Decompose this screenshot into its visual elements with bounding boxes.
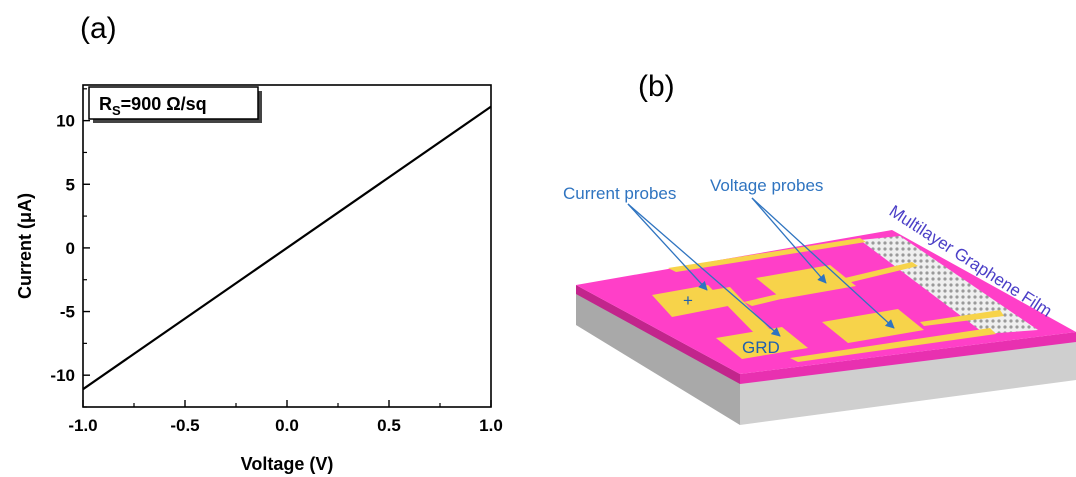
current-pad-grd	[716, 327, 808, 359]
iv-line	[82, 105, 492, 391]
y-tick-label: 5	[66, 175, 75, 194]
annotation-sub: S	[112, 103, 121, 118]
arrow-voltage-right	[751, 197, 895, 329]
arrow-voltage-left	[751, 197, 827, 284]
annotation-text: RS=900 Ω/sq	[99, 94, 207, 118]
current-pad-plus	[652, 285, 728, 317]
x-tick-label: -0.5	[170, 416, 199, 435]
graphene-film-region	[860, 236, 1038, 334]
annotation-main: R	[99, 94, 112, 114]
right-trace	[920, 310, 1004, 326]
film-left-edge	[576, 285, 740, 384]
substrate-left-side	[576, 292, 740, 425]
top-trace	[668, 238, 866, 272]
arrow-current-grd	[627, 203, 781, 337]
bottom-trace	[790, 328, 996, 362]
substrate-front-side	[740, 338, 1076, 425]
current-probes-label: Current probes	[563, 184, 676, 203]
voltage-pad-right	[822, 309, 924, 343]
x-tick-label: 1.0	[479, 416, 503, 435]
voltage-probes-label: Voltage probes	[710, 176, 823, 195]
y-axis-ticks: -10 -5 0 5 10	[50, 88, 90, 408]
series-layer	[82, 105, 492, 391]
annotation-rest: =900 Ω/sq	[121, 94, 207, 114]
annotation-box	[88, 86, 259, 120]
panel-a-label: (a)	[80, 12, 117, 45]
y-tick-label: 10	[56, 112, 75, 131]
left-connector-trace	[712, 287, 780, 343]
panel-b-label: (b)	[638, 70, 675, 103]
y-tick-label: 0	[66, 239, 75, 258]
y-tick-label: -10	[50, 366, 75, 385]
x-tick-label: -1.0	[68, 416, 97, 435]
voltage-pad-left	[756, 265, 856, 299]
x-axis-label: Voltage (V)	[241, 454, 334, 474]
device-diagram: + GRD Current probes Voltage probes Mult…	[563, 176, 1076, 425]
arrow-current-plus	[627, 203, 708, 291]
x-tick-label: 0.0	[275, 416, 299, 435]
film-front-edge	[740, 332, 1076, 384]
grd-label: GRD	[742, 338, 780, 357]
x-tick-label: 0.5	[377, 416, 401, 435]
y-axis-label: Current (μA)	[15, 193, 35, 299]
plot-frame	[82, 84, 492, 408]
plus-sign: +	[683, 291, 693, 310]
y-tick-label: -5	[60, 303, 75, 322]
x-axis-ticks: -1.0 -0.5 0.0 0.5 1.0	[68, 400, 503, 435]
